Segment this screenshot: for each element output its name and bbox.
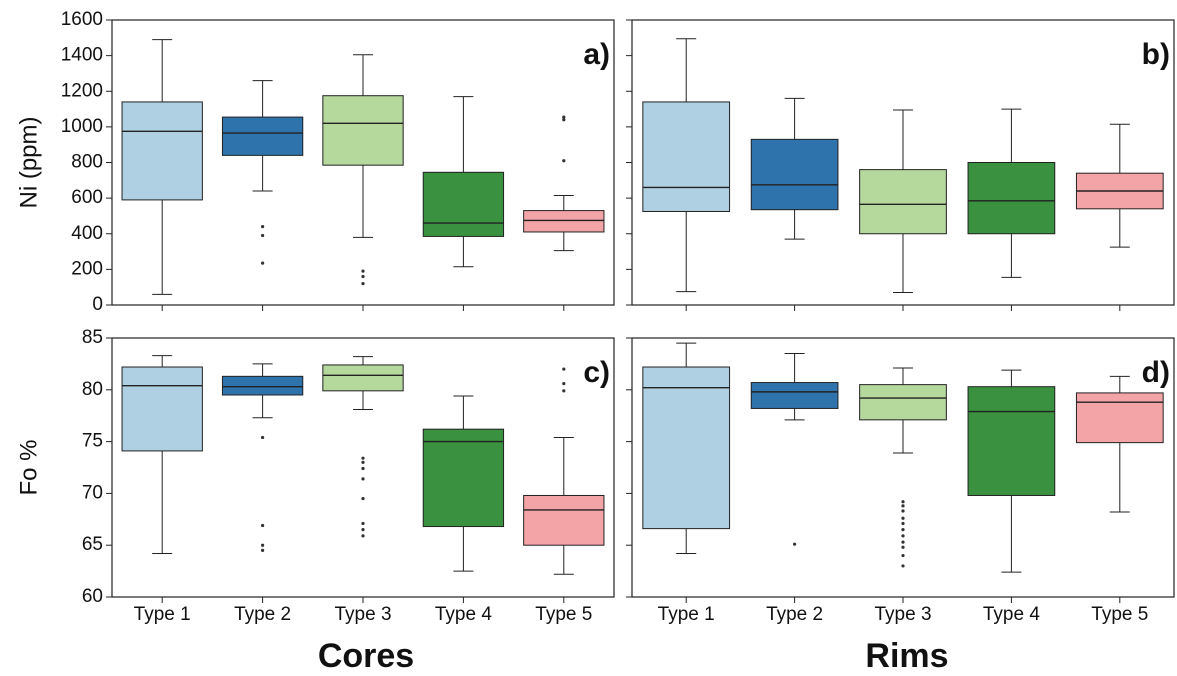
y-tick-label: 85 [82,327,103,348]
y-tick-label: 0 [92,294,103,315]
x-tick-label: Type 2 [766,604,823,625]
outlier [793,542,797,546]
outlier [361,521,365,526]
outlier [901,521,905,526]
panel-label: c) [583,356,610,389]
y-tick-label: 65 [82,534,103,555]
y-tick-label: 1600 [61,9,103,30]
y-tick-label: 1200 [61,80,103,101]
y-tick-label: 400 [71,223,103,244]
outlier [361,282,365,286]
outlier [261,548,265,552]
outlier [901,564,905,568]
outlier [261,225,265,229]
x-tick-label: Type 5 [1091,604,1148,625]
y-tick-label: 600 [71,187,103,208]
outlier [361,269,365,273]
x-tick-label: Type 5 [535,604,592,625]
y-tick-label: 80 [82,379,103,400]
outlier [901,509,905,513]
outlier [261,543,265,547]
x-tick-label: Type 1 [134,604,191,625]
outlier [901,528,905,532]
y-tick-label: 60 [82,586,103,607]
column-title: Cores [318,637,414,675]
box [221,375,304,396]
outlier [901,500,905,504]
box [967,162,1056,235]
outlier [361,460,365,464]
outlier [261,435,265,440]
box [422,171,505,237]
outlier [901,534,905,538]
x-tick-label: Type 2 [234,604,291,625]
y-tick-label: 70 [82,482,103,503]
y-tick-label: 200 [71,258,103,279]
panel-label: a) [583,38,610,71]
outlier [901,504,905,508]
outlier [901,553,905,558]
box [750,382,839,409]
outlier [901,516,905,520]
x-tick-label: Type 4 [435,604,492,625]
box [221,116,304,156]
outlier [261,523,265,528]
box [322,95,404,166]
outlier [361,496,365,501]
box [121,366,203,452]
outlier [361,528,365,532]
outlier [901,545,905,549]
x-tick-label: Type 3 [334,604,391,625]
x-tick-label: Type 1 [658,604,715,625]
outlier [361,274,365,279]
box [859,384,947,421]
x-tick-label: Type 4 [983,604,1040,625]
outlier [562,381,566,386]
outlier [361,477,365,481]
y-tick-label: 1000 [61,116,103,137]
outlier [361,456,365,460]
y-axis-label: Fo % [15,439,42,495]
outlier [562,159,566,163]
y-tick-label: 75 [82,431,103,452]
panel-label: d) [1142,356,1170,389]
box [642,101,731,212]
box [967,386,1056,496]
box [859,169,947,235]
x-tick-label: Type 3 [874,604,931,625]
box [322,364,404,392]
column-title: Rims [865,637,948,675]
outlier [901,540,905,544]
outlier [361,534,365,538]
outlier [562,115,566,119]
y-tick-label: 1400 [61,45,103,66]
box [422,428,505,528]
y-tick-label: 800 [71,152,103,173]
outlier [562,389,566,393]
box [1075,392,1164,444]
outlier [261,261,265,265]
outlier [361,466,365,471]
box [121,101,203,201]
outlier [562,118,566,122]
outlier [261,233,265,238]
box [750,138,839,211]
y-axis-label: Ni (ppm) [15,116,42,208]
panel-label: b) [1142,38,1170,71]
box [523,210,605,233]
outlier [562,367,566,371]
box [642,366,731,530]
box [523,494,605,546]
